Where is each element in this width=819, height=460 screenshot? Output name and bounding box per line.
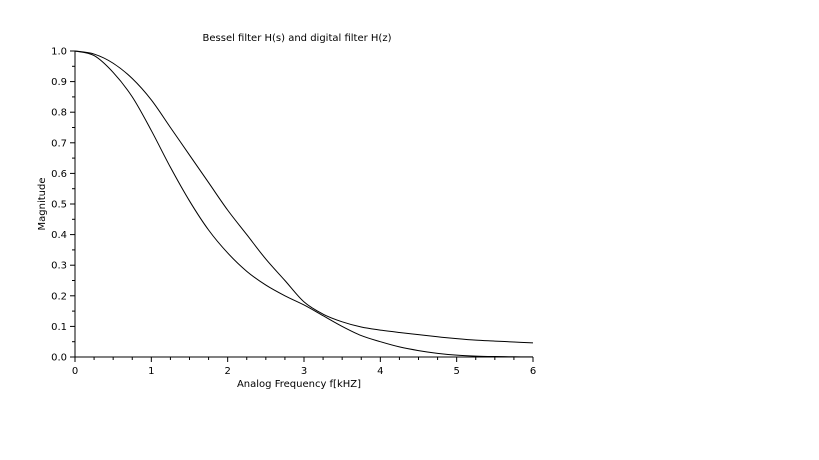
y-tick-label: 0.5 bbox=[51, 200, 67, 211]
y-tick-label: 0.3 bbox=[51, 261, 67, 272]
y-tick-label: 0.6 bbox=[51, 169, 67, 180]
chart-title: Bessel filter H(s) and digital filter H(… bbox=[203, 33, 392, 44]
series-line-1 bbox=[74, 50, 534, 344]
y-tick-label: 0.7 bbox=[51, 138, 67, 149]
x-tick-label: 0 bbox=[72, 366, 78, 377]
y-tick-label: 0.1 bbox=[51, 322, 67, 333]
x-tick-label: 3 bbox=[301, 366, 307, 377]
axes: 0 1 2 3 4 5 6 0.0 0.1 0.2 0.3 0.4 0.5 0.6 0.7 0.8 0.9 1.0 bbox=[51, 47, 536, 378]
y-tick-label: 0.2 bbox=[51, 291, 67, 302]
series-line-2 bbox=[74, 50, 534, 358]
x-tick-label: 6 bbox=[530, 366, 536, 377]
series-group bbox=[74, 50, 534, 358]
x-tick-label: 1 bbox=[148, 366, 154, 377]
y-tick-label: 0.8 bbox=[51, 108, 67, 119]
y-tick-label: 1.0 bbox=[51, 47, 67, 58]
y-tick-label: 0.0 bbox=[51, 353, 67, 364]
x-tick-label: 2 bbox=[224, 366, 230, 377]
x-axis-title: Analog Frequency f[kHZ] bbox=[237, 379, 361, 390]
x-tick-label: 5 bbox=[453, 366, 459, 377]
y-tick-label: 0.9 bbox=[51, 77, 67, 88]
y-tick-label: 0.4 bbox=[51, 230, 67, 241]
x-tick-label: 4 bbox=[377, 366, 383, 377]
y-axis-title: Magnitude bbox=[37, 178, 48, 231]
